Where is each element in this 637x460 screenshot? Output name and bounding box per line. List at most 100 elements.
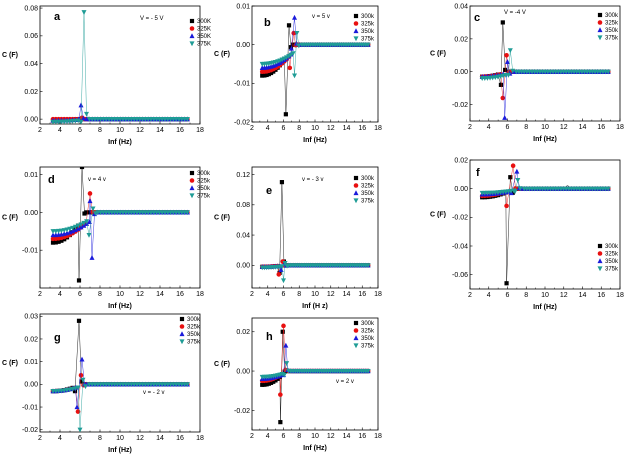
panel-b-legend-label: 375k <box>361 37 375 43</box>
panel-a-xtick: 2 <box>38 127 42 134</box>
panel-f-frame <box>469 159 621 290</box>
panel-c-plot-area <box>479 20 611 120</box>
panel-e-legend-marker <box>353 198 359 204</box>
panel-e-legend-marker <box>353 175 359 181</box>
panel-b-legend-marker <box>353 36 359 42</box>
panel-h-xlabel: Inf (Hz) <box>303 445 327 452</box>
panel-d-series-350k-point <box>87 198 93 204</box>
panel-h-series-300k-point <box>266 381 271 386</box>
panel-d-frame <box>39 166 201 289</box>
panel-c-series-350k-point <box>505 59 510 64</box>
panel-f-xtick: 8 <box>524 292 528 299</box>
panel-g-series-375k-point <box>80 377 86 383</box>
panel-c-series-325k-point <box>504 52 509 58</box>
panel-a-legend-label: 300K <box>197 19 211 25</box>
panel-h-xtick: 18 <box>374 433 382 440</box>
panel-c-series-300k-point <box>500 20 505 25</box>
panel-h-ytick: 0.00 <box>236 368 250 375</box>
panel-d-voltage: v = 4 v <box>88 177 106 183</box>
panel-b-xtick: 8 <box>297 125 301 132</box>
panel-b-xlabel: Inf (Hz) <box>303 137 327 144</box>
panel-g-series-375k-point <box>83 384 88 390</box>
panel-g-series-375k-point <box>184 382 190 388</box>
panel-a-legend-marker <box>189 26 195 31</box>
panel-d-legend-marker <box>189 170 195 176</box>
panel-g-voltage: v = - 2 v <box>143 390 165 396</box>
panel-f-plot-area <box>479 163 611 286</box>
panel-a-legend-marker <box>189 41 195 47</box>
panel-b-xtick: 16 <box>358 125 366 132</box>
panel-a-xtick: 6 <box>78 127 82 134</box>
panel-d-series-375k-point <box>70 225 76 231</box>
panel-e-legend-label: 300k <box>361 176 375 182</box>
panel-c-series-375k-point <box>605 69 611 75</box>
panel-h-xtick: 4 <box>266 433 270 440</box>
panel-f-series-375k-point <box>517 186 523 192</box>
panel-h-legend-label: 375k <box>361 344 375 350</box>
panel-g-series-375k-point <box>75 385 81 391</box>
panel-a-series-350K-point <box>81 115 86 121</box>
panel-b-legend-label: 350k <box>361 29 375 35</box>
panel-d-ytick: 0.01 <box>24 172 38 179</box>
panel-a-ytick: 0.08 <box>24 5 38 12</box>
panel-h-xtick: 10 <box>311 433 319 440</box>
panel-d-series-375k-point <box>90 206 96 212</box>
panel-e-ytick: 0.04 <box>236 232 250 239</box>
panel-h-plot-area <box>259 323 371 425</box>
panel-c-ytick: 0.02 <box>454 36 468 43</box>
panel-b-series-300k-point <box>266 72 271 77</box>
panel-c-xtick: 10 <box>541 124 549 131</box>
panel-h-ytick: 0.02 <box>236 329 250 336</box>
panel-h-xtick: 16 <box>358 433 366 440</box>
panel-b-legend-marker <box>353 21 359 26</box>
panel-e-legend-label: 350k <box>361 191 375 197</box>
panel-g-xtick: 10 <box>116 435 124 442</box>
panel-g-legend-marker <box>179 331 185 337</box>
panel-d-series-300k-point <box>50 240 56 245</box>
panel-h-xtick: 14 <box>343 433 351 440</box>
panel-e-series-375k-point <box>282 260 288 266</box>
panel-c-legend-marker <box>597 12 603 18</box>
panel-d-plot-area <box>50 167 190 283</box>
panel-a-xtick: 12 <box>136 127 144 134</box>
panel-c-xtick: 2 <box>468 124 472 131</box>
panel-a-plot-area <box>50 10 190 124</box>
panel-f-legend-label: 350k <box>605 259 619 265</box>
panel-c-xtick: 6 <box>506 124 510 131</box>
panel-e-series-375k-point <box>281 278 286 284</box>
panel-d-xtick: 12 <box>136 291 144 298</box>
panel-h-series-375k-point <box>365 368 371 374</box>
panel-h-series-300k-point <box>273 378 278 383</box>
panel-b-series-375k-point <box>365 42 371 48</box>
panel-e-ylabel: C (F) <box>214 215 230 222</box>
panel-e-xtick: 6 <box>282 291 286 298</box>
panel-d-series-325k-point <box>87 191 93 196</box>
panel-d-series-350k-point <box>89 255 95 260</box>
panel-g-frame <box>39 313 201 433</box>
panel-a-ytick: 0.02 <box>24 89 38 96</box>
panel-b-ylabel: C (F) <box>214 51 230 58</box>
panel-d: 2 4 6 8 10 12 14 16 18 -0.01 0.00 0.01 Inf (Hz) C (F)… <box>2 166 211 310</box>
panel-c-legend-marker <box>597 27 603 33</box>
panel-a-xlabel: Inf (Hz) <box>108 139 132 146</box>
panel-d-series-350k-point <box>72 227 78 233</box>
panel-d-xtick: 16 <box>176 291 184 298</box>
panel-f-legend-marker <box>597 258 603 264</box>
panel-e-xtick: 14 <box>343 291 351 298</box>
panel-h-xtick: 6 <box>282 433 286 440</box>
panel-g-series-325k-point <box>78 372 84 378</box>
panel-a-frame <box>39 5 201 125</box>
panel-d-legend-label: 375k <box>197 194 211 200</box>
panel-f-xlabel: Inf (Hz) <box>533 304 557 311</box>
panel-h-series-300k-point <box>264 382 269 387</box>
panel-e-series-375k-point <box>279 264 285 270</box>
panel-d-series-375k-point <box>184 210 190 216</box>
panel-c-legend-label: 325k <box>605 21 619 27</box>
panel-f-legend-marker <box>597 243 603 249</box>
panel-e-xtick: 4 <box>266 291 270 298</box>
panel-h-xtick: 8 <box>297 433 301 440</box>
panel-f-xtick: 4 <box>487 292 491 299</box>
panel-f-series-325k-line <box>482 165 609 206</box>
panel-d-legend-marker <box>189 185 195 191</box>
